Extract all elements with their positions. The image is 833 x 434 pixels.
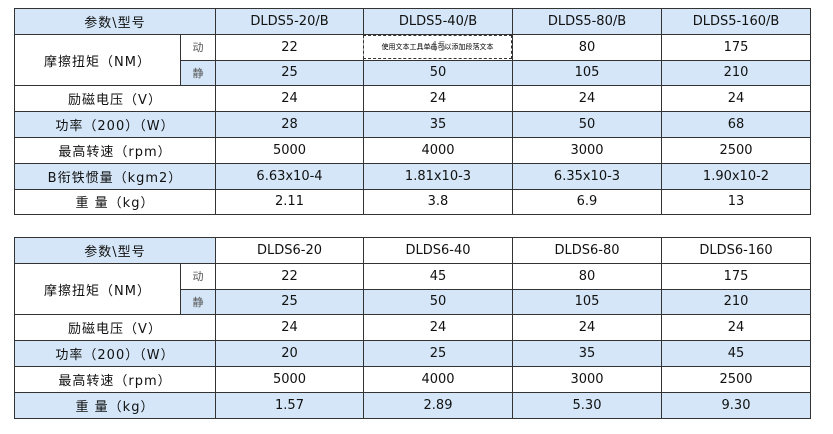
value-cell: 24: [363, 314, 513, 342]
value-cell: 50: [512, 111, 662, 138]
value-cell: 2500: [661, 137, 811, 164]
row-label: 励磁电压（V）: [14, 314, 216, 342]
value-cell: 24: [661, 85, 811, 113]
value-cell: 50: [363, 288, 513, 316]
model-header: DLDS5-160/B: [661, 8, 811, 35]
value-cell: 24: [215, 314, 364, 342]
value-cell: 80: [512, 262, 662, 290]
value-cell: 1.81x10-3: [363, 162, 513, 190]
model-header: DLDS6-40: [363, 237, 513, 264]
value-cell: 105: [512, 288, 662, 316]
row-label: 重 量（kg）: [14, 188, 216, 216]
row-label: 最高转速（rpm）: [14, 366, 216, 393]
value-cell: 24: [512, 314, 662, 342]
row-label: 摩擦扭矩（NM）: [14, 262, 181, 316]
value-cell: 6.63x10-4: [215, 162, 364, 190]
value-cell: 22: [215, 262, 364, 290]
value-cell: 210: [661, 59, 811, 87]
value-cell: 35: [512, 340, 662, 367]
header-label: 参数\型号: [14, 237, 216, 264]
value-cell: 4000: [363, 137, 513, 164]
value-cell: 45: [363, 262, 513, 290]
header-label: 参数\型号: [14, 8, 216, 35]
value-cell: 22: [215, 33, 364, 61]
value-cell: 9.30: [661, 391, 811, 419]
value-cell: 25: [215, 59, 364, 87]
row-label: 励磁电压（V）: [14, 85, 216, 113]
value-cell: 5.30: [512, 391, 662, 419]
row-label: 重 量（kg）: [14, 391, 216, 419]
value-cell: 24: [512, 85, 662, 113]
value-cell: 2500: [661, 366, 811, 393]
value-cell: 4000: [363, 366, 513, 393]
value-cell: 80: [512, 33, 662, 61]
row-label: B衔铁惯量（kgm2）: [14, 162, 216, 190]
value-cell: 175: [661, 262, 811, 290]
row-label: 最高转速（rpm）: [14, 137, 216, 164]
value-cell: 24: [215, 85, 364, 113]
value-cell: 1.57: [215, 391, 364, 419]
model-header: DLDS6-20: [215, 237, 364, 264]
value-cell: 6.35x10-3: [512, 162, 662, 190]
sub-label: 静: [180, 288, 216, 316]
value-cell: 25: [215, 288, 364, 316]
model-header: DLDS6-160: [661, 237, 811, 264]
value-cell: 175: [661, 33, 811, 61]
sub-label: 动: [180, 262, 216, 290]
value-cell: 13: [661, 188, 811, 216]
value-cell: 5000: [215, 366, 364, 393]
value-cell: 3000: [512, 366, 662, 393]
value-cell: 24: [661, 314, 811, 342]
value-cell: 210: [661, 288, 811, 316]
value-cell: 3.8: [363, 188, 513, 216]
model-header: DLDS6-80: [512, 237, 662, 264]
value-cell: 2.89: [363, 391, 513, 419]
value-cell: 50: [363, 59, 513, 87]
value-cell: 24: [363, 85, 513, 113]
value-cell: 3000: [512, 137, 662, 164]
row-label: 摩擦扭矩（NM）: [14, 33, 181, 87]
value-cell: 28: [215, 111, 364, 138]
row-label: 功率（200）（W）: [14, 111, 216, 138]
value-cell: 5000: [215, 137, 364, 164]
text-box: 使用文本工具单击可以添加段落文本: [363, 34, 512, 59]
value-cell: 35: [363, 111, 513, 138]
sub-label: 动: [180, 33, 216, 61]
model-header: DLDS5-80/B: [512, 8, 662, 35]
value-cell: 2.11: [215, 188, 364, 216]
value-cell: 45: [661, 340, 811, 367]
value-cell: 6.9: [512, 188, 662, 216]
value-cell: 1.90x10-2: [661, 162, 811, 190]
value-cell: 105: [512, 59, 662, 87]
row-label: 功率（200）（W）: [14, 340, 216, 367]
value-cell: 25: [363, 340, 513, 367]
value-cell: 20: [215, 340, 364, 367]
value-cell: 68: [661, 111, 811, 138]
sub-label: 静: [180, 59, 216, 87]
model-header: DLDS5-20/B: [215, 8, 364, 35]
model-header: DLDS5-40/B: [363, 8, 513, 35]
